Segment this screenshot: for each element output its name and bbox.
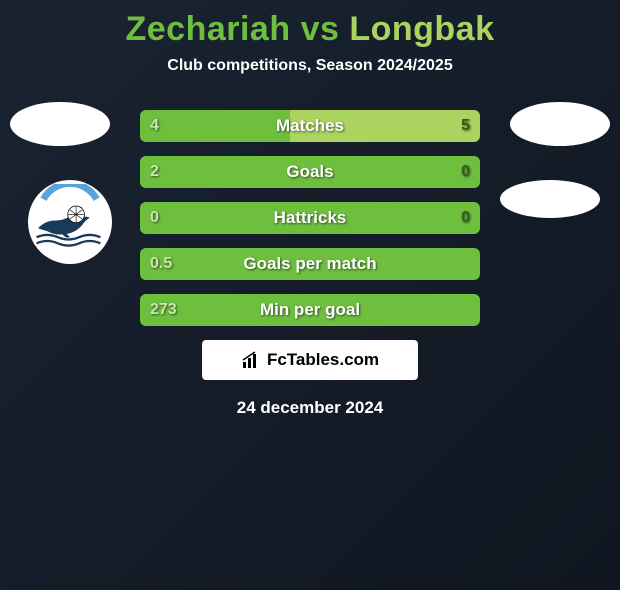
dolphin-icon	[32, 184, 108, 260]
player2-name: Longbak	[349, 10, 494, 48]
stat-label: Hattricks	[274, 208, 347, 228]
player1-name: Zechariah	[125, 10, 290, 48]
stat-label: Min per goal	[260, 300, 360, 320]
stat-right-value: 5	[461, 117, 470, 135]
stat-row: 0 0 Hattricks	[140, 202, 480, 234]
stat-row: 273 Min per goal	[140, 294, 480, 326]
page-title: Zechariah vs Longbak	[0, 10, 620, 49]
subtitle: Club competitions, Season 2024/2025	[0, 57, 620, 75]
player2-club-badge	[500, 180, 600, 218]
stat-left-value: 4	[150, 117, 159, 135]
stat-label: Goals per match	[243, 254, 376, 274]
comparison-content: 4 5 Matches 2 0 Goals 0 0 Hattricks 0.5 Goals per …	[0, 110, 620, 418]
stat-left-value: 0	[150, 209, 159, 227]
stat-left-value: 2	[150, 163, 159, 181]
stat-row: 4 5 Matches	[140, 110, 480, 142]
stat-label: Goals	[286, 162, 333, 182]
player1-avatar	[10, 102, 110, 146]
watermark[interactable]: FcTables.com	[202, 340, 418, 380]
stat-row: 0.5 Goals per match	[140, 248, 480, 280]
stat-label: Matches	[276, 116, 344, 136]
date: 24 december 2024	[0, 398, 620, 418]
club-logo	[28, 180, 112, 264]
stat-left-value: 273	[150, 301, 177, 319]
vs-text: vs	[301, 10, 340, 48]
stat-left-value: 0.5	[150, 255, 172, 273]
watermark-text: FcTables.com	[267, 350, 379, 370]
bar-left-fill	[140, 110, 290, 142]
player2-avatar	[510, 102, 610, 146]
stat-right-value: 0	[461, 163, 470, 181]
stat-row: 2 0 Goals	[140, 156, 480, 188]
chart-icon	[241, 350, 261, 370]
stat-bars: 4 5 Matches 2 0 Goals 0 0 Hattricks 0.5 Goals per …	[140, 110, 480, 326]
stat-right-value: 0	[461, 209, 470, 227]
